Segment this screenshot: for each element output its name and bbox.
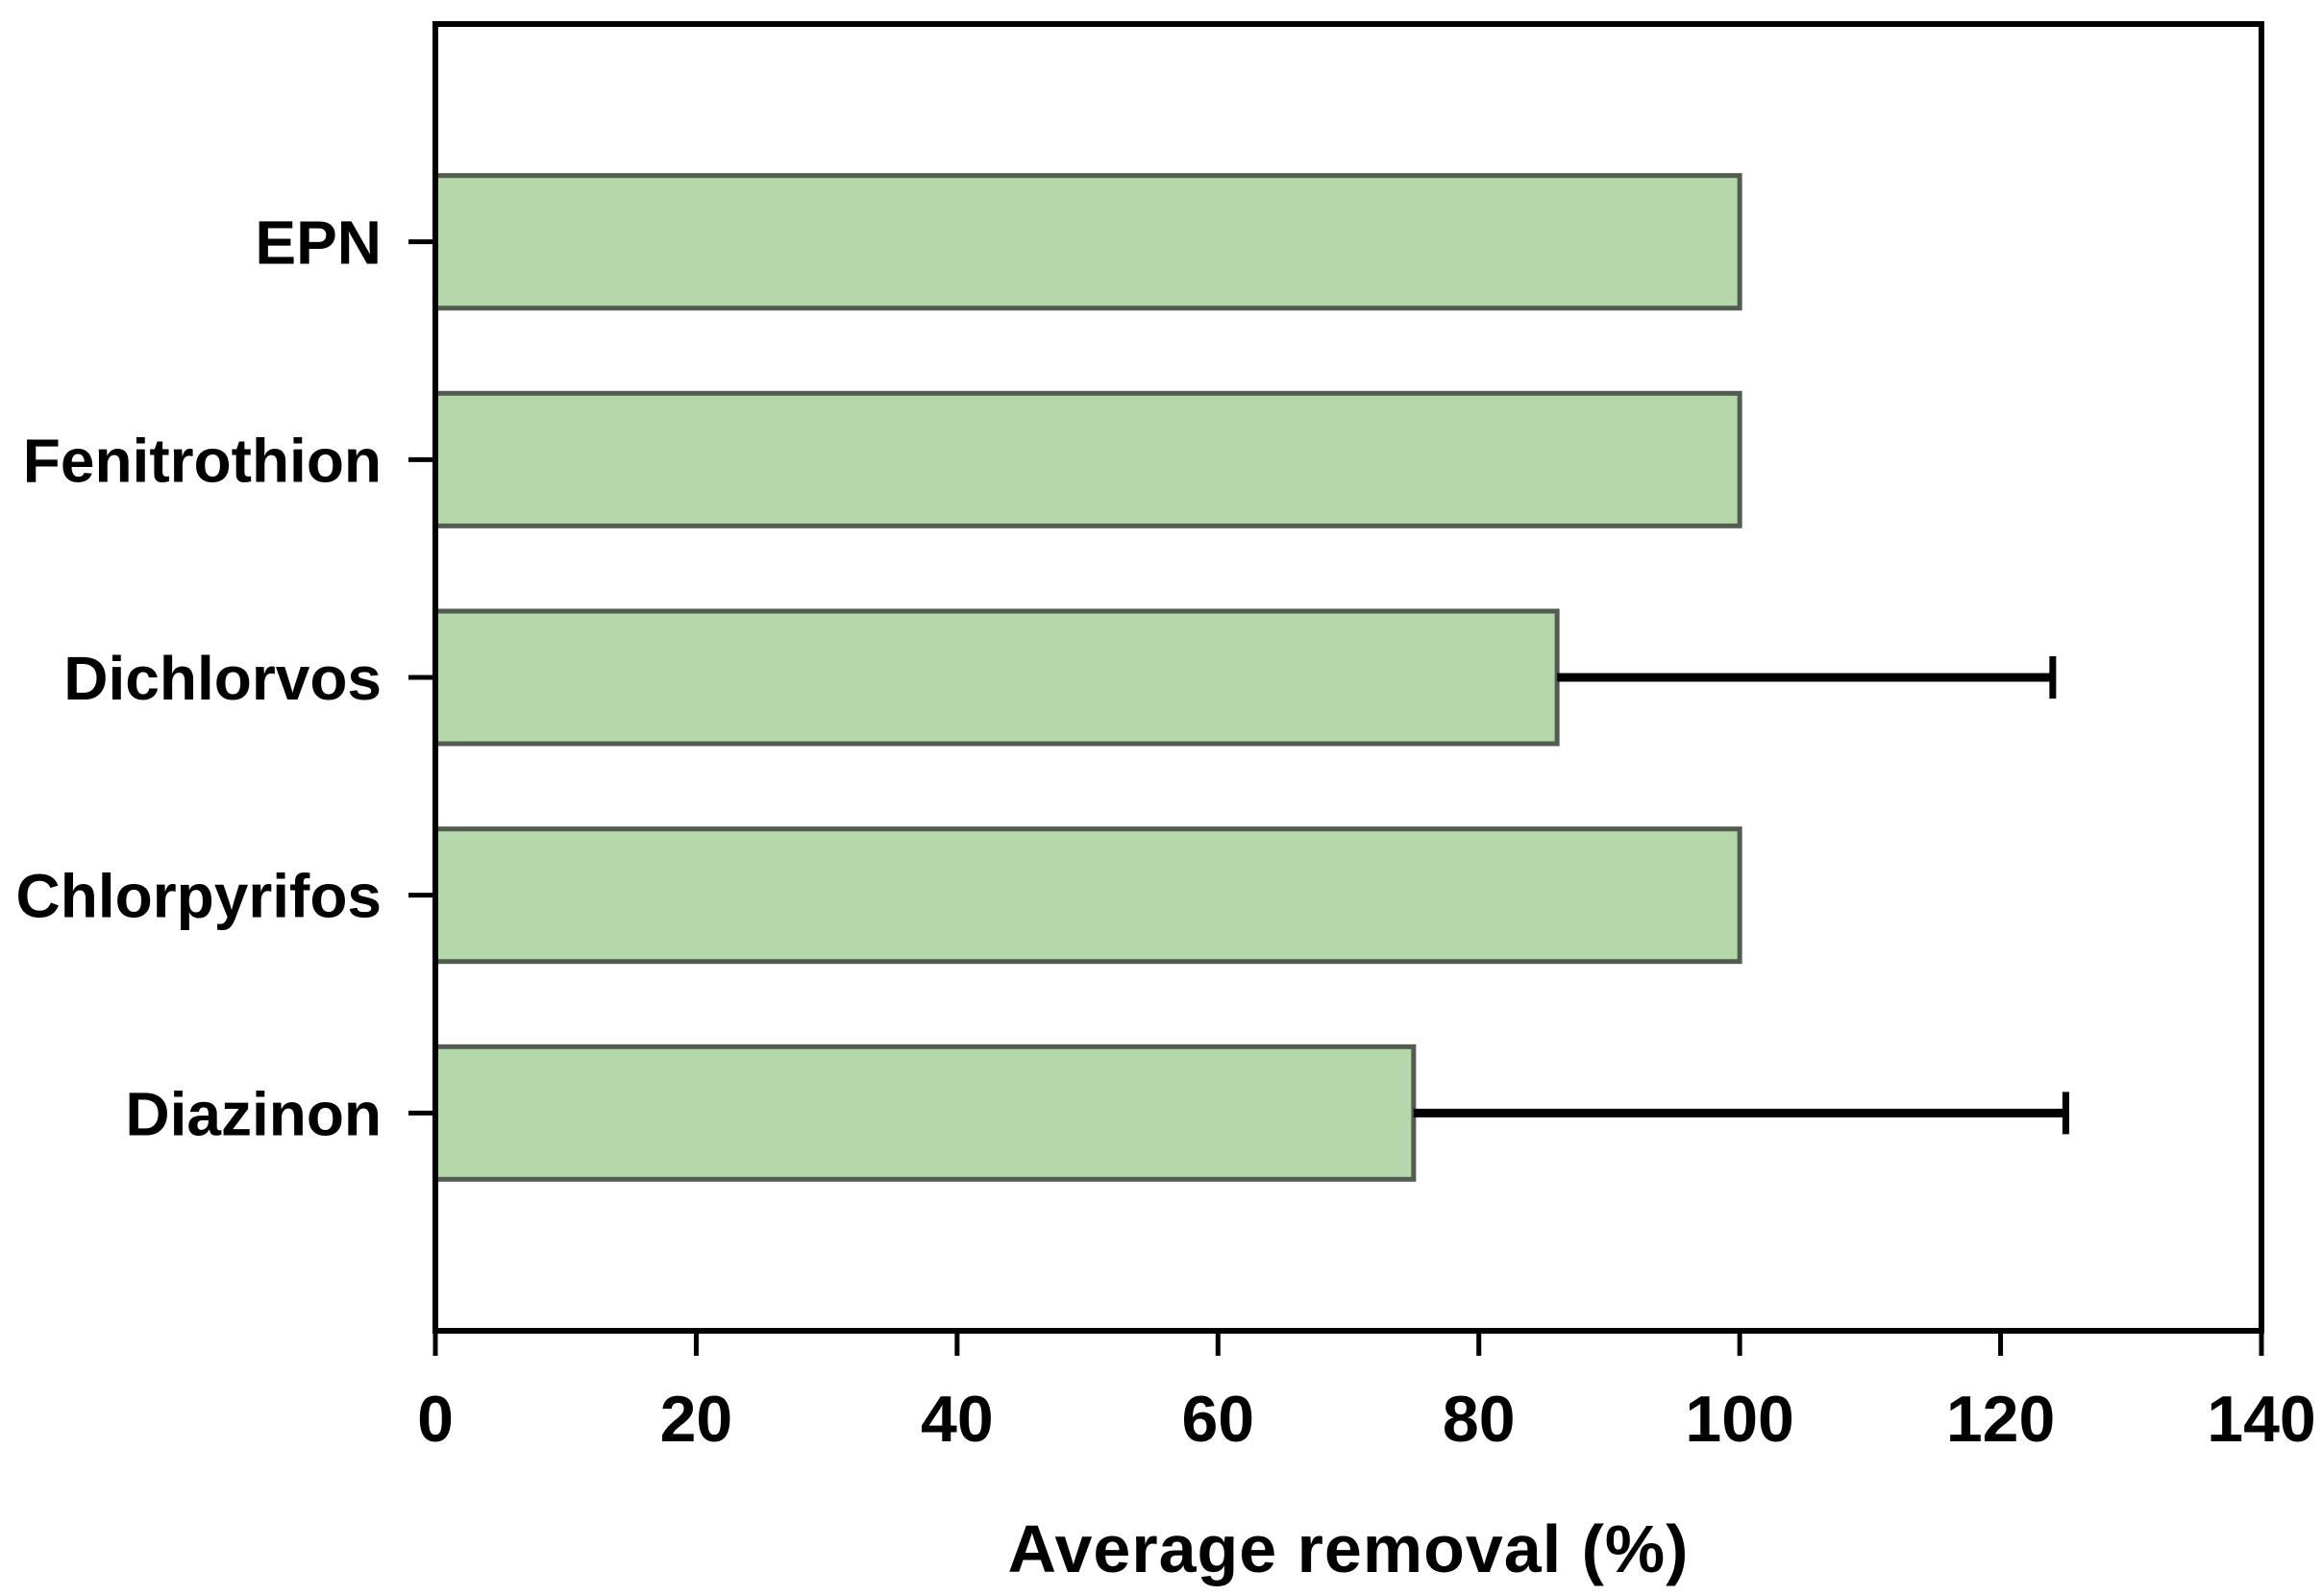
x-tick-label-100: 100 <box>1685 1383 1793 1456</box>
x-tick-label-80: 80 <box>1443 1383 1516 1456</box>
x-axis-title: Average removal (%) <box>1007 1511 1690 1586</box>
bar-epn <box>432 173 1742 311</box>
bar-dichlorvos <box>432 608 1560 747</box>
x-tick-label-20: 20 <box>660 1383 733 1456</box>
bar-chlorpyrifos <box>432 826 1742 965</box>
bar-fenitrothion <box>432 390 1742 528</box>
x-tick-label-0: 0 <box>417 1383 454 1456</box>
x-tick-label-40: 40 <box>921 1383 994 1456</box>
x-tick-label-60: 60 <box>1181 1383 1254 1456</box>
bar-diazinon <box>432 1044 1417 1182</box>
x-tick-label-120: 120 <box>1946 1383 2055 1456</box>
y-label-dichlorvos: Dichlorvos <box>63 644 382 713</box>
y-label-fenitrothion: Fenitrothion <box>23 426 382 495</box>
y-label-chlorpyrifos: Chlorpyrifos <box>16 862 382 931</box>
y-label-epn: EPN <box>255 209 382 278</box>
x-tick-label-140: 140 <box>2207 1383 2315 1456</box>
y-label-diazinon: Diazinon <box>125 1079 382 1148</box>
